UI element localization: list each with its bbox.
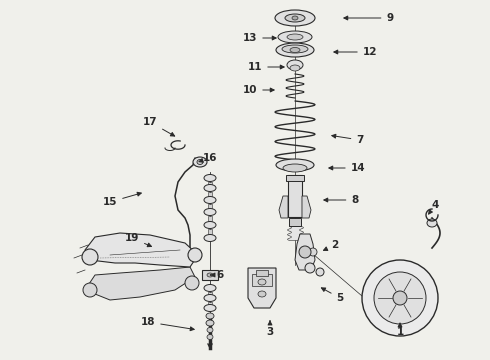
Ellipse shape [204, 184, 216, 192]
Ellipse shape [283, 164, 307, 172]
Text: 2: 2 [323, 240, 339, 251]
Text: 5: 5 [321, 288, 343, 303]
Text: 17: 17 [143, 117, 174, 136]
Ellipse shape [316, 268, 324, 276]
Text: 11: 11 [248, 62, 284, 72]
Ellipse shape [204, 197, 216, 203]
Ellipse shape [285, 14, 305, 22]
Polygon shape [85, 267, 195, 300]
Ellipse shape [290, 65, 300, 71]
Ellipse shape [83, 283, 97, 297]
Text: 1: 1 [396, 323, 404, 337]
Text: 18: 18 [141, 317, 194, 331]
Ellipse shape [287, 34, 303, 40]
Text: 19: 19 [125, 233, 151, 247]
Ellipse shape [204, 234, 216, 242]
Bar [289, 218, 301, 226]
Polygon shape [295, 234, 315, 270]
Ellipse shape [276, 159, 314, 171]
Bar [208, 216, 212, 221]
Ellipse shape [427, 219, 437, 227]
Ellipse shape [206, 320, 214, 326]
Bar [256, 270, 268, 276]
Bar [208, 192, 212, 197]
Ellipse shape [204, 294, 216, 302]
Ellipse shape [193, 157, 207, 167]
Bar [208, 229, 212, 234]
Ellipse shape [374, 272, 426, 324]
Ellipse shape [299, 246, 311, 258]
Ellipse shape [275, 10, 315, 26]
Text: 13: 13 [243, 33, 276, 43]
Polygon shape [85, 233, 198, 267]
Ellipse shape [206, 313, 214, 319]
Ellipse shape [204, 175, 216, 181]
Bar [252, 274, 272, 286]
Text: 6: 6 [211, 270, 223, 280]
Ellipse shape [362, 260, 438, 336]
Text: 14: 14 [329, 163, 366, 173]
Ellipse shape [290, 48, 300, 53]
Ellipse shape [188, 248, 202, 262]
Ellipse shape [309, 248, 317, 256]
Ellipse shape [292, 16, 298, 20]
Bar [208, 182, 212, 187]
Text: 12: 12 [334, 47, 377, 57]
Ellipse shape [204, 208, 216, 216]
Polygon shape [279, 196, 288, 218]
Text: 7: 7 [332, 134, 364, 145]
Bar [208, 302, 212, 307]
Ellipse shape [82, 249, 98, 265]
Ellipse shape [207, 273, 213, 277]
Ellipse shape [393, 291, 407, 305]
Text: 4: 4 [429, 200, 439, 214]
Ellipse shape [185, 276, 199, 290]
Ellipse shape [207, 328, 213, 333]
Text: 10: 10 [243, 85, 274, 95]
Ellipse shape [287, 60, 303, 70]
Ellipse shape [207, 334, 213, 339]
Text: 9: 9 [344, 13, 393, 23]
Text: 16: 16 [199, 153, 217, 163]
Ellipse shape [204, 221, 216, 229]
Ellipse shape [258, 291, 266, 297]
Ellipse shape [282, 45, 308, 53]
Text: 3: 3 [267, 321, 273, 337]
Bar [202, 270, 218, 280]
Ellipse shape [258, 279, 266, 285]
Text: 15: 15 [103, 192, 141, 207]
Polygon shape [248, 268, 276, 308]
Ellipse shape [276, 43, 314, 57]
Bar [208, 204, 212, 209]
Text: 8: 8 [324, 195, 359, 205]
Bar [286, 175, 304, 181]
Polygon shape [302, 196, 311, 218]
Ellipse shape [305, 263, 315, 273]
Ellipse shape [204, 305, 216, 311]
Ellipse shape [204, 284, 216, 292]
Ellipse shape [197, 159, 203, 165]
Bar [208, 292, 212, 297]
Ellipse shape [278, 31, 312, 43]
Bar [288, 175, 302, 217]
